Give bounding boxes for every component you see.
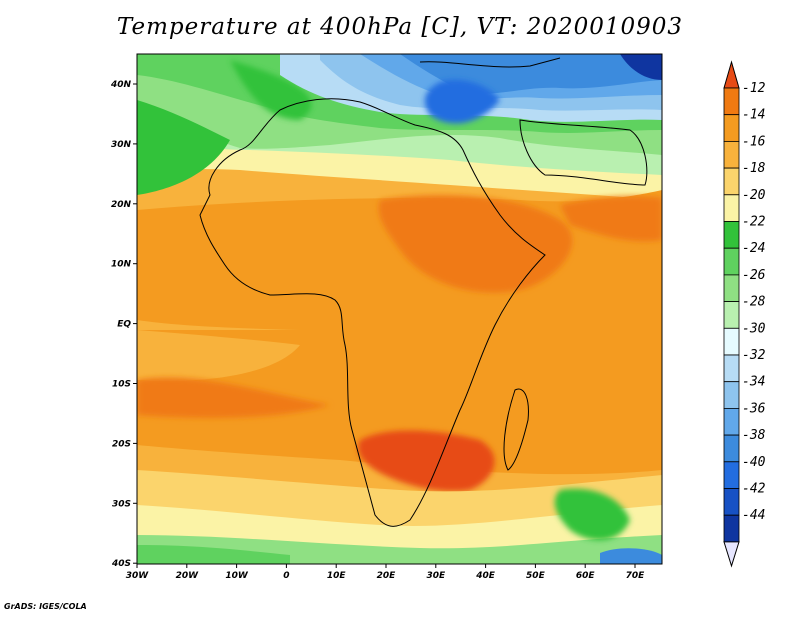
colorbar-label: -20 (742, 188, 766, 203)
colorbar-segment (723, 221, 740, 249)
colorbar-label: -36 (742, 401, 766, 416)
colorbar-label: -34 (742, 375, 765, 390)
lon-label: 20W (176, 571, 200, 581)
lat-label: 20S (112, 439, 131, 449)
colorbar-label: -42 (742, 482, 766, 497)
colorbar-label: -14 (742, 108, 765, 123)
lat-label: 40N (110, 80, 132, 90)
colorbar-segment (723, 434, 740, 463)
lat-label: 40S (111, 559, 131, 569)
colorbar-label: -22 (742, 215, 766, 230)
colorbar-label: -26 (742, 268, 766, 283)
lat-label: 30N (111, 140, 132, 150)
lon-label: 40E (475, 571, 496, 581)
colorbar: -12 -14 -16 -18 -20 -22 -24 -26 -28 -30 -32 -34 -36 -… (723, 60, 766, 568)
colorbar-segment (723, 140, 740, 169)
colorbar-segment (723, 381, 740, 409)
colorbar-segment (723, 247, 740, 276)
colorbar-segment (723, 514, 740, 543)
lon-label: 30E (426, 571, 446, 581)
colorbar-label: -16 (742, 134, 766, 149)
lon-label: 70E (626, 571, 646, 581)
lon-label: 0 (283, 571, 289, 581)
lat-label: 10N (111, 260, 132, 270)
colorbar-segment (723, 301, 740, 329)
colorbar-bottom-arrow (723, 541, 740, 568)
lon-label: 10E (327, 571, 347, 581)
colorbar-label: -38 (742, 428, 766, 443)
colorbar-label: -32 (742, 348, 766, 363)
colorbar-segment (723, 87, 740, 116)
colorbar-segment (723, 327, 740, 356)
colorbar-label: -18 (742, 161, 766, 176)
colorbar-segment (723, 167, 740, 196)
colorbar-top-arrow (723, 60, 740, 89)
latitude-axis: 40N 30N 20N 10N EQ 10S 20S 30S 40S (110, 80, 137, 569)
longitude-axis: 30W 20W 10W 0 10E 20E 30E 40E 50E 60E 70E (126, 564, 645, 581)
lon-label: 60E (576, 571, 596, 581)
lat-label: 30S (112, 499, 131, 509)
colorbar-label: -44 (742, 508, 765, 523)
lon-label: 10W (225, 571, 249, 581)
map-frame (136, 53, 663, 565)
colorbar-label: -40 (742, 455, 766, 470)
lon-label: 20E (377, 571, 397, 581)
colorbar-label: -28 (742, 295, 766, 310)
lon-label: 50E (526, 571, 546, 581)
colorbar-segment (723, 354, 740, 383)
temperature-field (137, 54, 662, 564)
colorbar-segment (723, 194, 740, 222)
map-title: Temperature at 400hPa [C], VT: 202001090… (116, 14, 684, 40)
colorbar-label: -12 (742, 81, 766, 96)
colorbar-label: -24 (742, 241, 765, 256)
colorbar-segment (723, 274, 740, 302)
colorbar-segment (723, 114, 740, 142)
colorbar-label: -30 (742, 321, 766, 336)
colorbar-segment (723, 407, 740, 436)
lat-label: 20N (111, 200, 132, 210)
grads-credit: GrADS: IGES/COLA (4, 602, 87, 611)
colorbar-segment (723, 488, 740, 516)
colorbar-segment (723, 461, 740, 489)
lat-label: EQ (117, 320, 131, 330)
lon-label: 30W (126, 571, 150, 581)
coastline (199, 57, 648, 527)
lat-label: 10S (112, 380, 131, 390)
